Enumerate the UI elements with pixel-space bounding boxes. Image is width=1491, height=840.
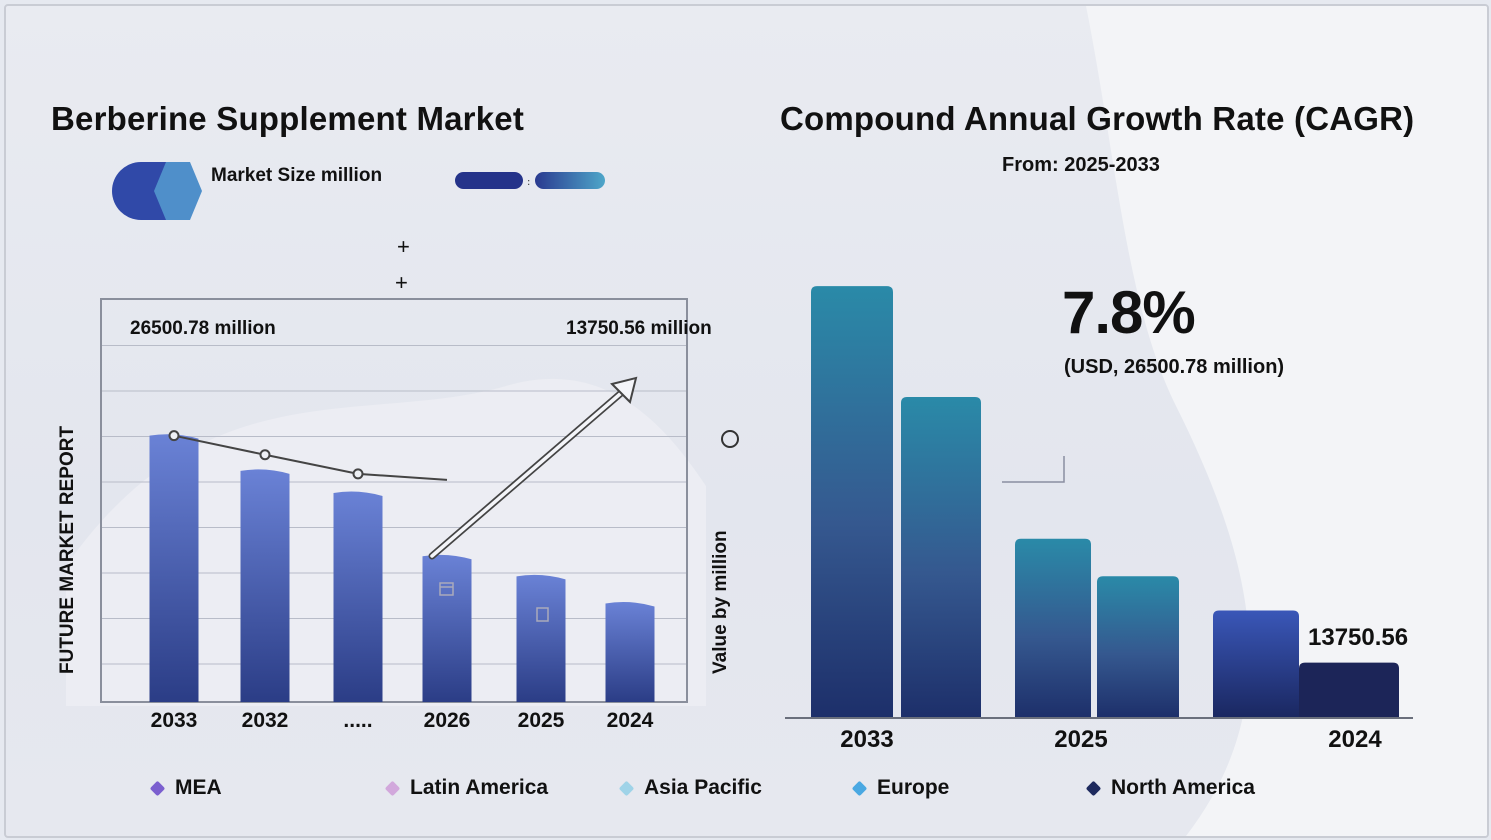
line-point: [352, 468, 364, 480]
bar: [240, 469, 290, 702]
right-chart-title: Compound Annual Growth Rate (CAGR): [780, 100, 1415, 137]
legend-marker-icon: [618, 780, 635, 796]
x-tick-label: .....: [343, 709, 373, 732]
legend-label: MEA: [175, 776, 222, 799]
left-start-value-label: 26500.78 million: [130, 318, 276, 339]
bar: [605, 602, 655, 702]
legend-item-north-america: North America: [1085, 776, 1255, 800]
cagr-detail: (USD, 26500.78 million): [1064, 356, 1285, 378]
line-point: [259, 449, 271, 461]
legend-item-europe: Europe: [851, 776, 950, 800]
bar: [333, 491, 383, 702]
x-tick-label: 2033: [840, 726, 894, 753]
x-tick-label: 2025: [517, 709, 565, 732]
left-chart-border: [100, 298, 688, 703]
line-point: [168, 430, 180, 442]
left-end-value-label: 13750.56 million: [566, 318, 712, 339]
pill-decoration: :: [455, 172, 605, 189]
bar: [149, 434, 199, 702]
legend-marker-icon: [1085, 780, 1102, 796]
right-y-axis-label: Value by million: [710, 530, 731, 674]
bar: [422, 554, 472, 702]
x-tick-label: 2025: [1054, 726, 1108, 753]
plus-icon: +: [395, 270, 408, 295]
svg-text::: :: [527, 177, 530, 188]
legend-label: Asia Pacific: [644, 776, 762, 799]
bar: [1213, 610, 1299, 718]
bar: [901, 396, 981, 718]
clock-icon: [721, 430, 739, 448]
plus-icon: +: [397, 234, 410, 259]
legend-item-latin-america: Latin America: [384, 776, 549, 800]
calendar-icon: [439, 582, 454, 596]
trend-line: [173, 434, 448, 481]
bar: [811, 286, 893, 718]
x-tick-label: 2024: [1328, 726, 1382, 753]
legend-label: Latin America: [410, 776, 549, 799]
bar: [516, 574, 566, 702]
legend-marker-icon: [384, 780, 401, 796]
legend-label: North America: [1111, 776, 1255, 799]
bar: [1015, 538, 1091, 718]
legend-item-mea: MEA: [149, 776, 222, 800]
period-label: From: 2025-2033: [1002, 154, 1160, 176]
right-end-value-label: 13750.56: [1308, 624, 1409, 651]
infographic-frame: Berberine Supplement Market Market Size …: [4, 4, 1489, 838]
legend-marker-icon: [149, 780, 166, 796]
x-tick-label: 2026: [423, 709, 471, 732]
left-chart-title: Berberine Supplement Market: [51, 100, 525, 137]
legend-label: Europe: [877, 776, 950, 799]
legend-item-asia-pacific: Asia Pacific: [618, 776, 762, 800]
x-tick-label: 2024: [606, 709, 654, 732]
bracket-decoration: [1002, 456, 1065, 483]
left-y-axis-label: FUTURE MARKET REPORT: [57, 425, 78, 674]
capsule-icon: [112, 162, 202, 220]
market-size-label: Market Size million: [211, 165, 383, 186]
x-tick-label: 2033: [150, 709, 198, 732]
legend-marker-icon: [851, 780, 868, 796]
bar: [1097, 576, 1179, 718]
cagr-value: 7.8%: [1062, 279, 1196, 346]
bar: [1299, 662, 1399, 718]
left-bar-chart: [100, 298, 688, 703]
document-icon: [536, 607, 549, 622]
right-bar-chart: [785, 286, 1413, 719]
x-tick-label: 2032: [241, 709, 289, 732]
arrow-head-icon: [610, 376, 638, 404]
